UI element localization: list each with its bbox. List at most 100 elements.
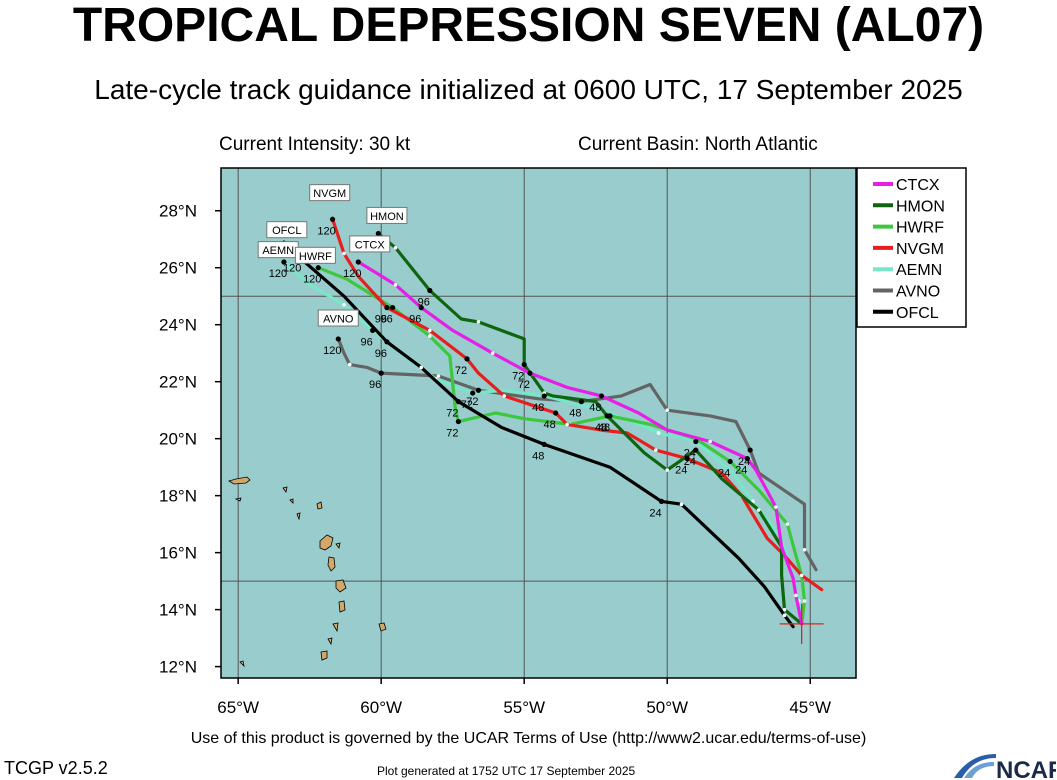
forecast-hour-label: 24 bbox=[649, 507, 661, 519]
forecast-hour-label: 24 bbox=[718, 467, 730, 479]
forecast-hour-label: 120 bbox=[283, 262, 301, 274]
forecast-hour-dot bbox=[693, 447, 699, 453]
lon-tick-label: 50°W bbox=[646, 698, 688, 717]
end-label-box bbox=[294, 246, 336, 264]
forecast-hour-label: 24 bbox=[675, 465, 687, 477]
forecast-hour-label: 96 bbox=[375, 314, 387, 326]
forecast-hour-label: 120 bbox=[269, 268, 287, 280]
forecast-hour-dot bbox=[464, 356, 470, 362]
forecast-hour-dot bbox=[658, 498, 665, 504]
forecast-hour-dot bbox=[455, 399, 462, 405]
forecast-hour-label: 24 bbox=[735, 465, 747, 477]
forecast-hour-dot bbox=[527, 370, 533, 376]
forecast-hour-dot bbox=[693, 438, 699, 445]
track-point-marker bbox=[679, 502, 684, 507]
legend: CTCX HMON HWRF NVGM AEMN AVNO OFCL bbox=[856, 167, 967, 328]
forecast-hour-label: 120 bbox=[303, 274, 321, 286]
forecast-hour-label: 120 bbox=[343, 268, 361, 280]
forecast-hour-dot bbox=[315, 265, 321, 271]
forecast-hour-label: 48 bbox=[544, 419, 556, 431]
forecast-hour-labels: 2448729612024487296120244872961202448729… bbox=[269, 216, 753, 519]
terms-of-use: Use of this product is governed by the U… bbox=[190, 730, 867, 747]
ncar-logo-text: NCAR bbox=[996, 757, 1056, 780]
island bbox=[282, 486, 288, 493]
forecast-hour-dot bbox=[281, 259, 287, 265]
track-point-marker bbox=[708, 439, 712, 444]
track-point-marker bbox=[393, 283, 398, 287]
current-position-marker bbox=[779, 603, 824, 644]
forecast-hour-dot bbox=[684, 456, 690, 462]
map-axes: 65°W 60°W 55°W 50°W 45°W 12°N 14°N 16°N 18°N 20°N… bbox=[159, 202, 831, 717]
track-point-marker bbox=[774, 505, 778, 509]
legend-label-aemn: AEMN bbox=[896, 262, 942, 279]
forecast-hour-dot bbox=[747, 447, 753, 453]
forecast-hour-dot bbox=[384, 339, 390, 345]
end-label-text: CTCX bbox=[355, 239, 386, 251]
forecast-hour-dot bbox=[475, 387, 482, 393]
track-point-marker bbox=[799, 573, 804, 578]
end-label-text: OFCL bbox=[272, 225, 301, 237]
track-point-marker bbox=[785, 522, 790, 526]
legend-label-hmon: HMON bbox=[896, 198, 945, 215]
track-point-marker bbox=[428, 328, 432, 333]
forecast-hour-label: 120 bbox=[323, 345, 341, 357]
lat-tick-label: 12°N bbox=[159, 658, 197, 677]
track-point-marker bbox=[565, 422, 569, 427]
forecast-hour-dot bbox=[355, 259, 361, 265]
current-intensity: Current Intensity: 30 kt bbox=[219, 134, 411, 155]
virgin-island bbox=[234, 497, 242, 502]
track-point-marker bbox=[782, 613, 787, 618]
grenadines-island bbox=[327, 637, 333, 646]
forecast-hour-dot bbox=[329, 216, 336, 222]
lon-tick-label: 65°W bbox=[217, 698, 259, 717]
end-label-box bbox=[309, 184, 351, 202]
forecast-hour-label: 72 bbox=[512, 371, 524, 383]
end-label-box bbox=[317, 309, 359, 327]
forecast-hour-dot bbox=[455, 418, 462, 425]
track-point-marker bbox=[665, 468, 670, 472]
track-point-marker bbox=[342, 251, 346, 256]
island bbox=[296, 512, 301, 521]
plot-generated-label: Plot generated at 1752 UTC 17 September … bbox=[377, 764, 636, 778]
lon-tick-label: 60°W bbox=[360, 698, 402, 717]
end-label-text: AEMN bbox=[262, 245, 294, 257]
martinique-island bbox=[335, 579, 347, 593]
forecast-hour-dot bbox=[578, 399, 585, 405]
st-lucia-island bbox=[338, 600, 346, 613]
legend-label-hwrf: HWRF bbox=[896, 220, 944, 237]
end-label-text: NVGM bbox=[313, 188, 346, 200]
forecast-hour-label: 96 bbox=[418, 297, 430, 309]
track-hwrf bbox=[316, 266, 807, 626]
track-point-marker bbox=[756, 508, 761, 512]
end-label-text: HMON bbox=[370, 211, 404, 223]
page-title: TROPICAL DEPRESSION SEVEN (AL07) bbox=[72, 0, 985, 52]
track-point-marker bbox=[502, 394, 506, 398]
track-point-marker bbox=[802, 599, 807, 603]
forecast-hour-label: 72 bbox=[518, 379, 530, 391]
lat-tick-label: 26°N bbox=[159, 259, 197, 278]
dominica-island bbox=[327, 556, 336, 572]
map-frame bbox=[220, 167, 857, 679]
st-vincent-island bbox=[332, 622, 339, 633]
forecast-hour-label: 96 bbox=[360, 336, 372, 348]
track-point-marker bbox=[802, 547, 807, 552]
lat-tick-label: 28°N bbox=[159, 202, 197, 221]
track-point-marker bbox=[665, 408, 670, 412]
legend-label-avno: AVNO bbox=[896, 284, 940, 301]
forecast-hour-label: 96 bbox=[369, 379, 381, 391]
forecast-hour-label: 24 bbox=[738, 456, 750, 468]
lon-tick-label: 45°W bbox=[789, 698, 831, 717]
forecast-hour-dot bbox=[541, 393, 547, 399]
lon-tick-label: 55°W bbox=[503, 698, 545, 717]
lat-tick-label: 20°N bbox=[159, 430, 197, 449]
forecast-hour-label: 72 bbox=[466, 396, 478, 408]
forecast-tracks bbox=[282, 217, 824, 629]
forecast-hour-dot bbox=[553, 410, 559, 416]
island bbox=[335, 542, 341, 549]
forecast-hour-dot bbox=[607, 413, 613, 419]
forecast-hour-label: 72 bbox=[455, 365, 467, 377]
forecast-hour-dot bbox=[727, 458, 733, 465]
forecast-hour-label: 120 bbox=[317, 225, 335, 237]
track-point-marker bbox=[653, 448, 658, 452]
end-label-box bbox=[366, 206, 408, 224]
